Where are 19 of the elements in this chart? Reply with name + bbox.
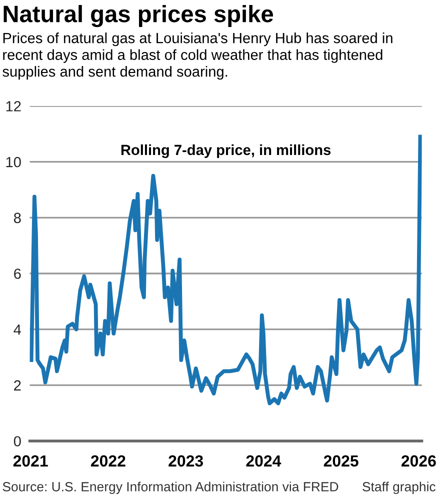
y-tick-label: 0 <box>14 436 21 446</box>
y-tick-label: 10 <box>6 156 21 168</box>
y-tick-label: 2 <box>14 380 21 390</box>
chart-subtitle: Prices of natural gas at Louisiana's Henry Hub has soared in recent days amid a blast of cold weather that has tightened supplies and sent demand soaring. <box>2 32 392 80</box>
x-tick-label: 2023 <box>168 455 203 467</box>
y-tick-label: 8 <box>14 212 21 224</box>
y-tick-label: 4 <box>14 324 22 335</box>
y-tick-label: 12 <box>6 101 21 112</box>
x-tick-label: 2022 <box>90 455 126 467</box>
x-tick-label: 2025 <box>324 455 358 467</box>
y-axis-title: Rolling 7-day price, in millions <box>121 144 331 158</box>
y-tick-label: 6 <box>14 268 21 279</box>
x-tick-label: 2026 <box>401 455 436 467</box>
x-tick-label: 2024 <box>246 455 282 467</box>
line-series <box>30 134 422 406</box>
x-tick-label: 2021 <box>13 455 48 467</box>
chart-title: Natural gas prices spike <box>4 5 274 28</box>
source-note: Source: U.S. Energy Information Administration via FRED <box>2 482 338 494</box>
text: Staff graphic <box>362 482 436 494</box>
